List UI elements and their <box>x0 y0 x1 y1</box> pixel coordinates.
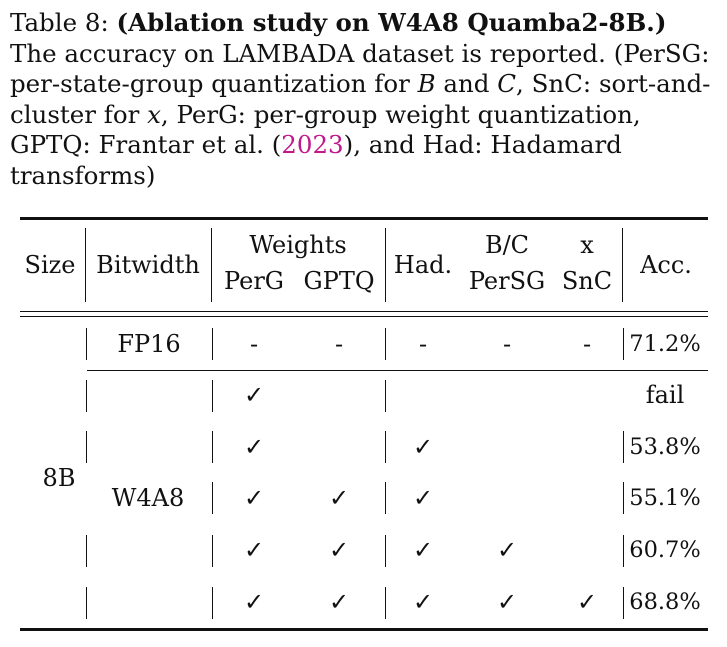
header-snc: SnC <box>561 267 613 295</box>
row-divider <box>87 370 708 372</box>
column-divider <box>385 482 387 514</box>
caption-title: (Ablation study on W4A8 Quamba2-8B.) <box>116 8 667 37</box>
row4-had: ✓ <box>412 536 434 564</box>
column-divider <box>385 380 387 412</box>
row1-perg: ✓ <box>243 381 265 409</box>
header-persg: PerSG <box>468 267 546 295</box>
caption-text-2: , SnC: sort-and-cluster for <box>10 69 711 129</box>
column-divider <box>385 228 387 302</box>
header-size: Size <box>24 251 76 279</box>
fp16-persg: - <box>502 330 512 358</box>
fp16-gptq: - <box>334 330 344 358</box>
row2-acc: 53.8% <box>629 434 701 460</box>
column-divider <box>385 535 387 567</box>
column-divider <box>212 431 214 463</box>
caption-var-x: x <box>147 99 161 129</box>
table-bottom-rule <box>20 628 708 631</box>
column-divider <box>623 587 625 619</box>
column-divider <box>385 587 387 619</box>
fp16-snc: - <box>582 330 592 358</box>
column-divider <box>622 228 624 302</box>
column-divider <box>86 380 88 412</box>
column-divider <box>212 535 214 567</box>
row5-snc: ✓ <box>576 588 598 616</box>
column-divider <box>86 328 88 360</box>
caption-var-c: C <box>497 69 517 98</box>
w4a8-label: W4A8 <box>111 484 185 512</box>
row1-acc: fail <box>645 381 685 409</box>
caption-text-1: The accuracy on LAMBADA dataset is repor… <box>10 38 710 99</box>
row4-persg: ✓ <box>496 536 518 564</box>
row5-acc: 68.8% <box>629 589 701 615</box>
row5-persg: ✓ <box>496 588 518 616</box>
header-perg: PerG <box>224 267 284 295</box>
column-divider <box>212 587 214 619</box>
header-rule-1 <box>20 311 708 313</box>
header-bc: B/C <box>484 231 530 259</box>
row3-acc: 55.1% <box>629 485 701 511</box>
caption-and: and <box>443 69 490 98</box>
table-caption: Table 8: (Ablation study on W4A8 Quamba2… <box>10 8 720 191</box>
column-divider <box>212 482 214 514</box>
caption-var-b: B <box>417 69 436 98</box>
row2-perg: ✓ <box>243 433 265 461</box>
column-divider <box>86 431 88 463</box>
column-divider <box>86 535 88 567</box>
column-divider <box>385 328 387 360</box>
header-gptq: GPTQ <box>303 267 375 295</box>
fp16-perg: - <box>249 330 259 358</box>
size-value: 8B <box>42 464 76 492</box>
column-divider <box>623 482 625 514</box>
row5-gptq: ✓ <box>328 588 350 616</box>
caption-text-4: ), and Had: Hadamard transforms) <box>10 130 622 190</box>
row2-had: ✓ <box>412 433 434 461</box>
column-divider <box>623 431 625 463</box>
row3-had: ✓ <box>412 484 434 512</box>
column-divider <box>385 431 387 463</box>
header-bitwidth: Bitwidth <box>96 251 200 279</box>
row4-perg: ✓ <box>243 536 265 564</box>
header-x: x <box>580 231 594 259</box>
header-rule-2 <box>20 316 708 318</box>
caption-label: Table 8: <box>10 8 109 37</box>
fp16-acc: 71.2% <box>629 331 701 357</box>
table-top-rule <box>20 217 708 220</box>
column-divider <box>212 380 214 412</box>
column-divider <box>211 228 213 302</box>
column-divider <box>86 587 88 619</box>
citation-link[interactable]: 2023 <box>281 130 344 159</box>
column-divider <box>623 535 625 567</box>
row5-had: ✓ <box>412 588 434 616</box>
row4-acc: 60.7% <box>629 537 701 563</box>
column-divider <box>85 228 87 302</box>
caption-text-3: , PerG: per-group weight quantization, G… <box>10 99 641 160</box>
fp16-bitwidth: FP16 <box>117 330 181 358</box>
fp16-had: - <box>418 330 428 358</box>
header-had: Had. <box>393 251 453 279</box>
row3-perg: ✓ <box>243 484 265 512</box>
row3-gptq: ✓ <box>328 484 350 512</box>
column-divider <box>623 328 625 360</box>
header-acc: Acc. <box>640 251 692 279</box>
header-weights: Weights <box>249 231 347 259</box>
row5-perg: ✓ <box>243 588 265 616</box>
row4-gptq: ✓ <box>328 536 350 564</box>
column-divider <box>212 328 214 360</box>
